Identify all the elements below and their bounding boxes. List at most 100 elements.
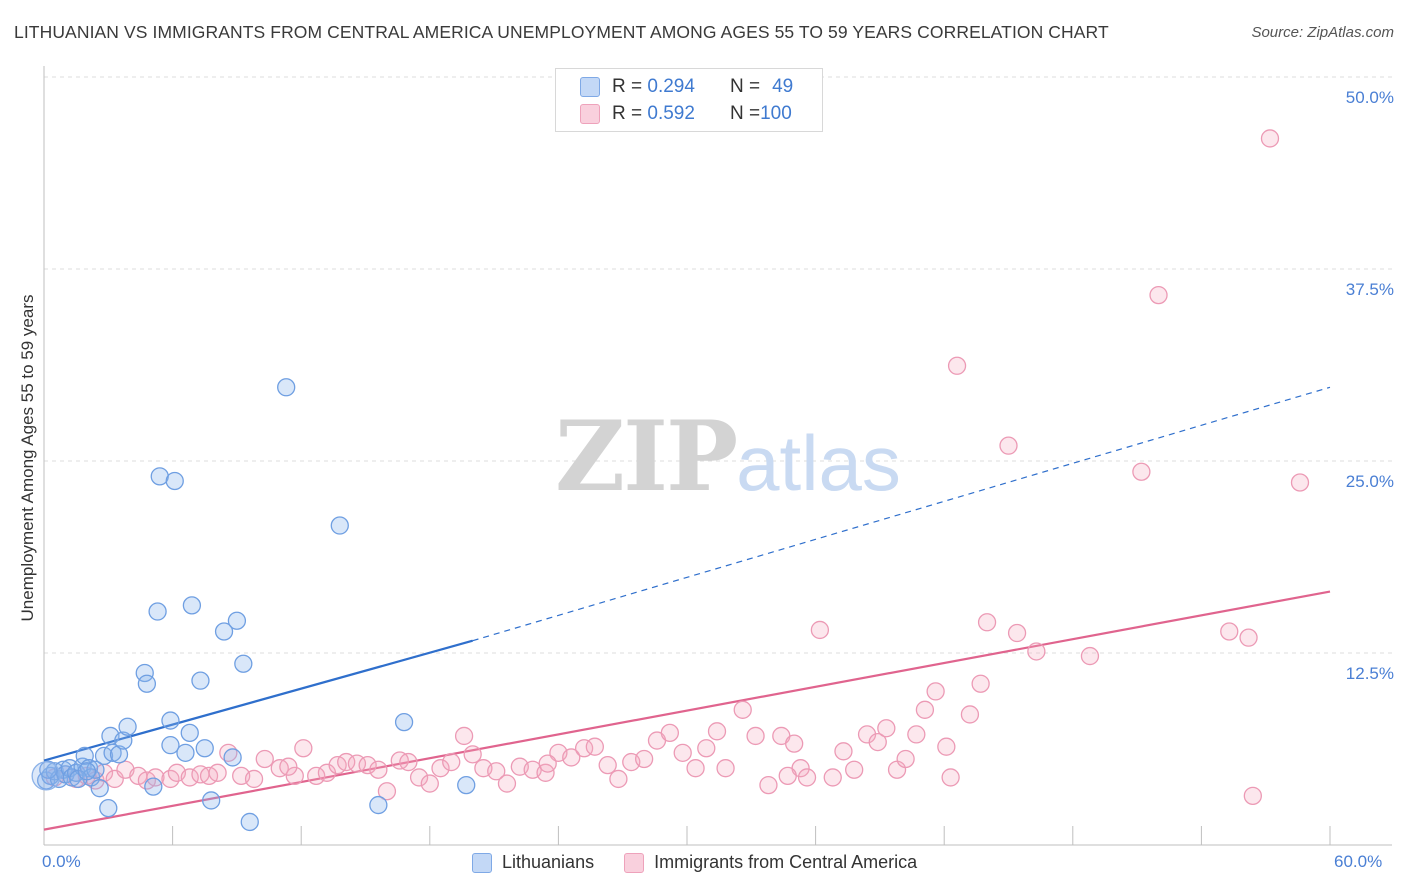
data-point-lithuanians xyxy=(161,711,180,730)
data-point-lithuanians xyxy=(240,812,259,832)
data-point-central-america xyxy=(977,613,997,632)
data-point-central-america xyxy=(673,743,692,762)
data-point-central-america xyxy=(1080,646,1100,666)
data-point-lithuanians xyxy=(394,712,414,732)
data-point-central-america xyxy=(778,766,797,786)
data-point-central-america xyxy=(1220,622,1239,641)
data-point-lithuanians xyxy=(214,622,234,641)
data-point-lithuanians xyxy=(176,743,195,762)
data-point-central-america xyxy=(454,726,474,746)
data-point-lithuanians xyxy=(99,798,118,818)
n-value: 49 xyxy=(772,76,794,97)
data-point-central-america xyxy=(463,745,482,764)
y-tick-label: 50.0% xyxy=(1345,88,1394,107)
data-point-central-america xyxy=(1260,129,1280,148)
axes xyxy=(43,66,1392,846)
data-point-lithuanians xyxy=(103,743,122,762)
y-tick-label: 37.5% xyxy=(1345,280,1394,299)
data-point-lithuanians xyxy=(234,654,253,673)
y-tick-label: 25.0% xyxy=(1345,472,1394,491)
data-point-central-america xyxy=(431,759,450,778)
data-point-central-america xyxy=(907,725,926,744)
data-point-central-america xyxy=(294,739,313,758)
data-point-central-america xyxy=(255,749,274,769)
data-point-central-america xyxy=(585,737,604,756)
data-point-central-america xyxy=(834,742,853,761)
x-tick-label-max: 60.0% xyxy=(1334,852,1383,871)
data-point-central-america xyxy=(1290,473,1310,492)
data-point-lithuanians xyxy=(180,723,199,743)
data-point-central-america xyxy=(609,769,628,789)
data-point-central-america xyxy=(926,682,945,701)
data-point-lithuanians xyxy=(148,602,167,621)
legend-label: Immigrants from Central America xyxy=(654,852,918,872)
data-point-lithuanians xyxy=(109,745,129,764)
data-point-central-america xyxy=(442,752,461,772)
data-point-lithuanians xyxy=(369,795,388,815)
data-point-central-america xyxy=(1027,642,1046,661)
correlation-legend: R = 0.294 N = 49 R = 0.592 N = 100 xyxy=(555,68,823,132)
data-point-lithuanians xyxy=(202,791,221,810)
legend-swatch-blue xyxy=(580,77,600,97)
data-point-central-america xyxy=(279,757,298,776)
legend-item-lithuanians[interactable]: Lithuanians xyxy=(472,852,594,873)
data-point-lithuanians xyxy=(457,775,476,795)
data-point-central-america xyxy=(358,755,377,775)
data-point-central-america xyxy=(810,620,830,640)
data-point-central-america xyxy=(377,782,397,801)
data-points xyxy=(31,129,1310,832)
data-point-lithuanians xyxy=(161,736,180,755)
data-point-central-america xyxy=(797,768,817,787)
data-point-central-america xyxy=(707,722,727,741)
data-point-central-america xyxy=(686,759,705,778)
data-point-lithuanians xyxy=(77,762,97,781)
r-value: 0.592 xyxy=(647,103,695,124)
data-point-central-america xyxy=(915,700,935,719)
data-point-central-america xyxy=(409,768,429,787)
data-point-lithuanians xyxy=(118,717,137,736)
y-axis-label: Unemployment Among Ages 55 to 59 years xyxy=(18,294,37,622)
data-point-central-america xyxy=(697,739,716,758)
r-label: R = xyxy=(612,76,648,97)
data-point-central-america xyxy=(759,775,778,795)
n-label: N = xyxy=(730,103,761,124)
data-point-central-america xyxy=(823,768,842,787)
y-tick-label: 12.5% xyxy=(1345,664,1394,683)
data-point-central-america xyxy=(1149,285,1168,305)
data-point-lithuanians xyxy=(277,378,296,397)
data-point-central-america xyxy=(598,755,617,775)
chart-title: LITHUANIAN VS IMMIGRANTS FROM CENTRAL AM… xyxy=(14,22,1109,42)
data-point-central-america xyxy=(877,719,896,738)
data-point-central-america xyxy=(285,766,304,786)
r-value: 0.294 xyxy=(647,76,695,97)
data-point-central-america xyxy=(538,754,557,773)
data-point-central-america xyxy=(785,734,804,753)
data-point-lithuanians xyxy=(137,674,157,693)
data-point-central-america xyxy=(868,732,887,752)
x-tick-label-min: 0.0% xyxy=(42,852,81,871)
data-point-lithuanians xyxy=(144,777,163,796)
data-point-central-america xyxy=(634,749,654,769)
data-point-central-america xyxy=(562,748,581,767)
data-point-lithuanians xyxy=(165,471,184,491)
data-point-central-america xyxy=(971,674,990,693)
data-point-central-america xyxy=(497,774,517,793)
data-point-central-america xyxy=(487,762,506,781)
data-point-lithuanians xyxy=(227,611,247,630)
data-point-central-america xyxy=(244,769,264,789)
data-point-central-america xyxy=(420,774,439,793)
r-label: R = xyxy=(612,103,648,124)
data-point-lithuanians xyxy=(150,467,169,486)
data-point-central-america xyxy=(369,760,388,779)
data-point-lithuanians xyxy=(114,731,133,750)
data-point-lithuanians xyxy=(182,596,202,615)
data-point-central-america xyxy=(941,768,960,787)
data-point-lithuanians xyxy=(223,748,242,767)
data-point-central-america xyxy=(937,737,956,756)
legend-item-central-america[interactable]: Immigrants from Central America xyxy=(624,852,917,873)
gridlines xyxy=(44,76,1392,654)
legend-swatch-pink xyxy=(580,104,600,124)
data-point-central-america xyxy=(960,705,980,724)
data-point-central-america xyxy=(208,763,227,782)
